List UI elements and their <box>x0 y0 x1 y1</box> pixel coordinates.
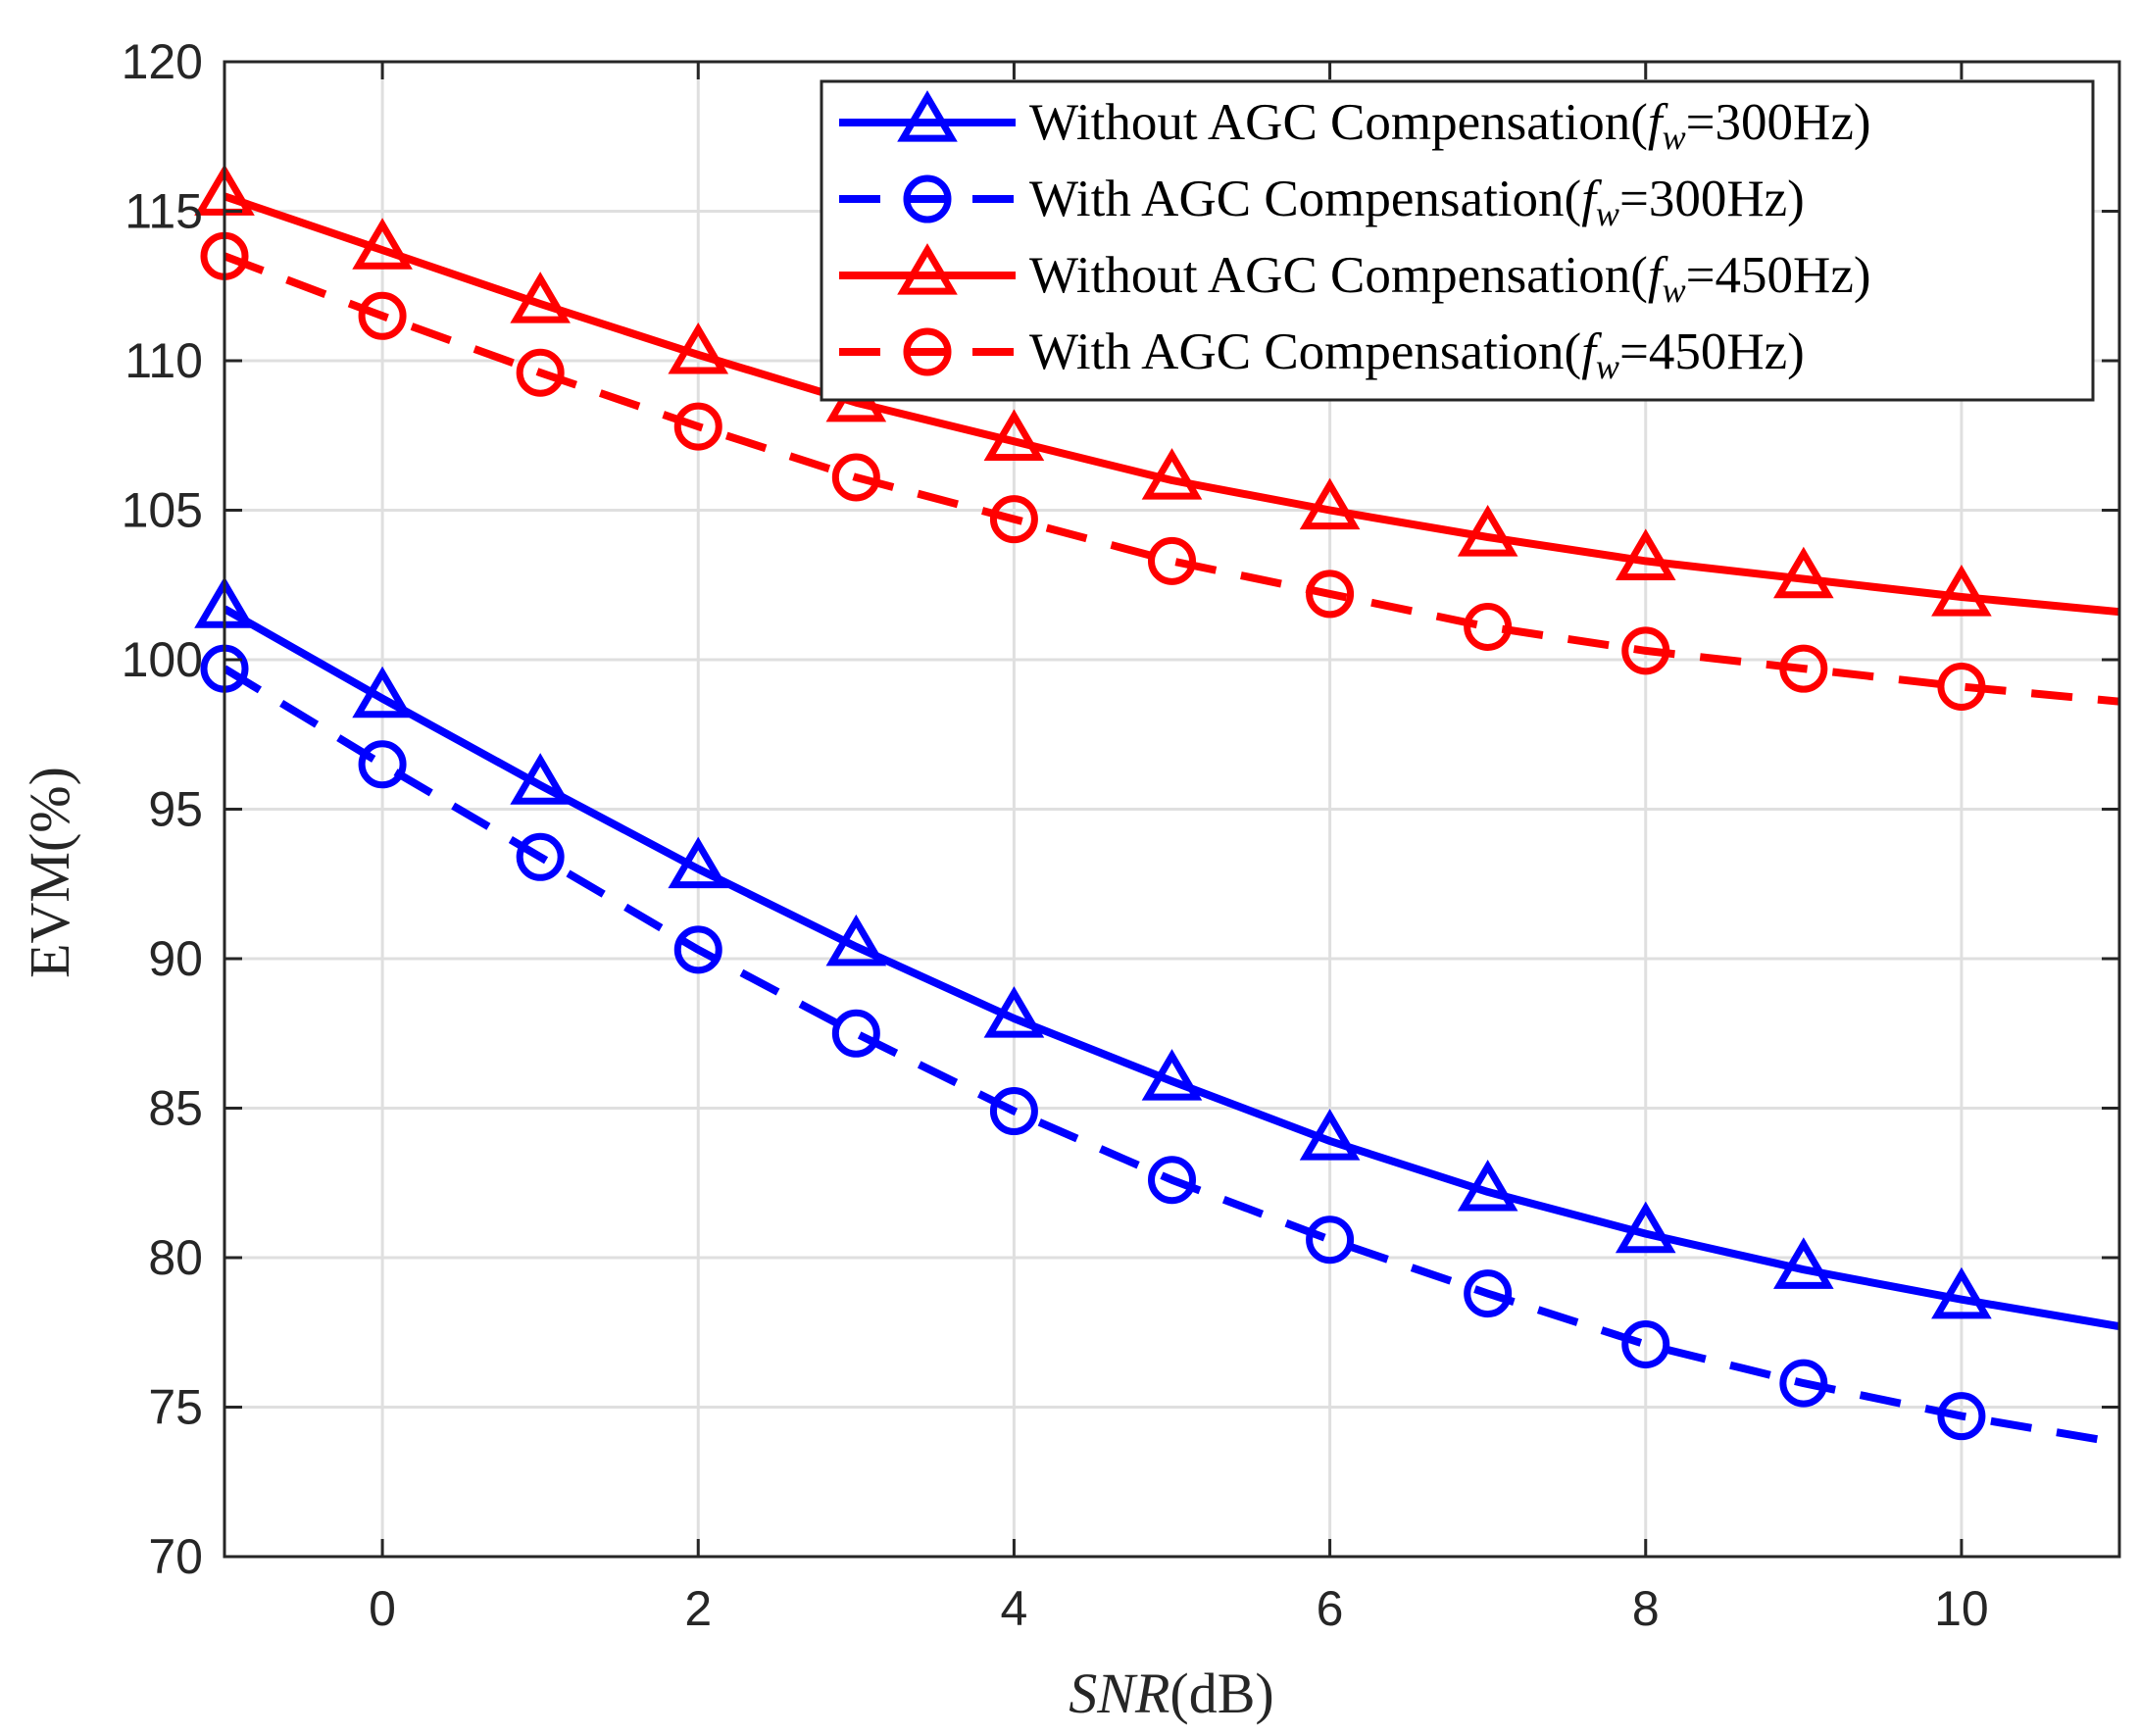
series-4 <box>200 231 2119 711</box>
circle-marker <box>1464 1269 1513 1318</box>
series-line <box>224 252 2119 706</box>
circle-marker <box>358 740 407 789</box>
triangle-marker <box>983 409 1045 461</box>
y-tick-label: 95 <box>148 782 203 837</box>
circle-marker <box>673 925 722 974</box>
circle-marker <box>673 402 722 451</box>
y-tick-label: 105 <box>122 483 203 538</box>
y-tick-label: 90 <box>148 931 203 986</box>
triangle-marker <box>1141 1049 1203 1101</box>
circle-marker <box>1148 1156 1196 1205</box>
circle-marker <box>989 495 1038 544</box>
triangle-marker <box>983 986 1045 1038</box>
circle-marker <box>831 1009 880 1058</box>
circle-marker <box>516 832 565 881</box>
triangle-marker <box>1457 1159 1518 1212</box>
triangle-marker <box>1457 505 1518 557</box>
circle-marker <box>358 291 407 340</box>
triangle-marker <box>825 914 887 967</box>
circle-marker <box>989 1087 1038 1136</box>
y-tick-label: 100 <box>122 632 203 687</box>
circle-marker <box>1464 602 1513 651</box>
triangle-marker <box>1931 565 1992 617</box>
circle-marker <box>831 453 880 502</box>
x-axis-label: SNR(dB) <box>1069 1662 1273 1725</box>
series-line <box>224 192 2119 617</box>
y-tick-label: 120 <box>122 34 203 89</box>
x-tick-label: 4 <box>1001 1581 1028 1636</box>
circle-marker <box>1148 536 1196 585</box>
circle-marker <box>1937 662 1986 711</box>
circle-marker <box>1779 1359 1828 1408</box>
circle-marker <box>1306 1215 1355 1265</box>
triangle-marker <box>1299 1109 1361 1161</box>
triangle-marker <box>1615 528 1676 580</box>
circle-marker <box>1621 626 1670 675</box>
triangle-marker <box>1773 546 1834 599</box>
triangle-marker <box>1931 1266 1992 1319</box>
legend-label: With AGC Compensation(fw=450Hz) <box>1029 323 1805 386</box>
legend-marker <box>897 243 958 295</box>
x-tick-label: 2 <box>684 1581 712 1636</box>
legend-marker <box>903 174 952 223</box>
x-axis-label-variable: SNR <box>1069 1662 1169 1725</box>
triangle-marker <box>352 666 413 719</box>
circle-marker <box>1306 570 1355 619</box>
circle-marker <box>516 348 565 397</box>
circle-marker <box>1937 1392 1986 1441</box>
triangle-marker <box>1141 448 1203 500</box>
y-tick-label: 80 <box>148 1230 203 1285</box>
y-tick-label: 85 <box>148 1081 203 1136</box>
triangle-marker <box>1773 1237 1834 1289</box>
series-markers <box>194 164 1992 617</box>
legend-marker <box>897 90 958 142</box>
legend-entry: With AGC Compensation(fw=300Hz) <box>839 171 1805 233</box>
legend-entry: Without AGC Compensation(fw=300Hz) <box>839 90 1871 157</box>
triangle-marker <box>1615 1201 1676 1254</box>
legend: Without AGC Compensation(fw=300Hz) With A… <box>820 79 2095 402</box>
x-tick-label: 8 <box>1632 1581 1660 1636</box>
legend-marker <box>903 327 952 376</box>
circle-marker <box>1779 644 1828 693</box>
y-tick-label: 110 <box>124 333 203 388</box>
axes <box>223 60 2121 1559</box>
series-markers <box>200 231 1986 711</box>
x-tick-label: 6 <box>1317 1581 1344 1636</box>
legend-label: With AGC Compensation(fw=300Hz) <box>1029 171 1805 233</box>
legend-box <box>820 79 2095 402</box>
legend-label: Without AGC Compensation(fw=450Hz) <box>1029 247 1871 310</box>
series-layer <box>194 164 2119 1448</box>
triangle-marker <box>352 218 413 270</box>
x-tick-label: 10 <box>1934 1581 1989 1636</box>
circle-marker <box>1621 1319 1670 1368</box>
y-tick-label: 75 <box>148 1380 203 1435</box>
triangle-marker <box>668 322 729 374</box>
triangle-marker <box>510 272 571 323</box>
y-tick-label: 115 <box>124 184 203 239</box>
x-axis-label-unit: (dB) <box>1169 1662 1273 1725</box>
triangle-marker <box>510 753 571 805</box>
series-line <box>224 605 2119 1331</box>
legend-entry: With AGC Compensation(fw=450Hz) <box>839 323 1805 386</box>
series-3 <box>194 164 2119 617</box>
triangle-marker <box>1299 477 1361 530</box>
legend-label: Without AGC Compensation(fw=300Hz) <box>1029 94 1871 157</box>
triangle-marker <box>668 836 729 889</box>
y-axis-label: EVM(%) <box>18 767 81 978</box>
series-line <box>224 665 2119 1448</box>
y-tick-label: 70 <box>148 1529 203 1584</box>
tick-labels: 0 2 4 6 8 10 70 75 80 85 90 95 100 105 110 115 120 <box>122 34 1989 1636</box>
x-tick-label: 0 <box>369 1581 396 1636</box>
